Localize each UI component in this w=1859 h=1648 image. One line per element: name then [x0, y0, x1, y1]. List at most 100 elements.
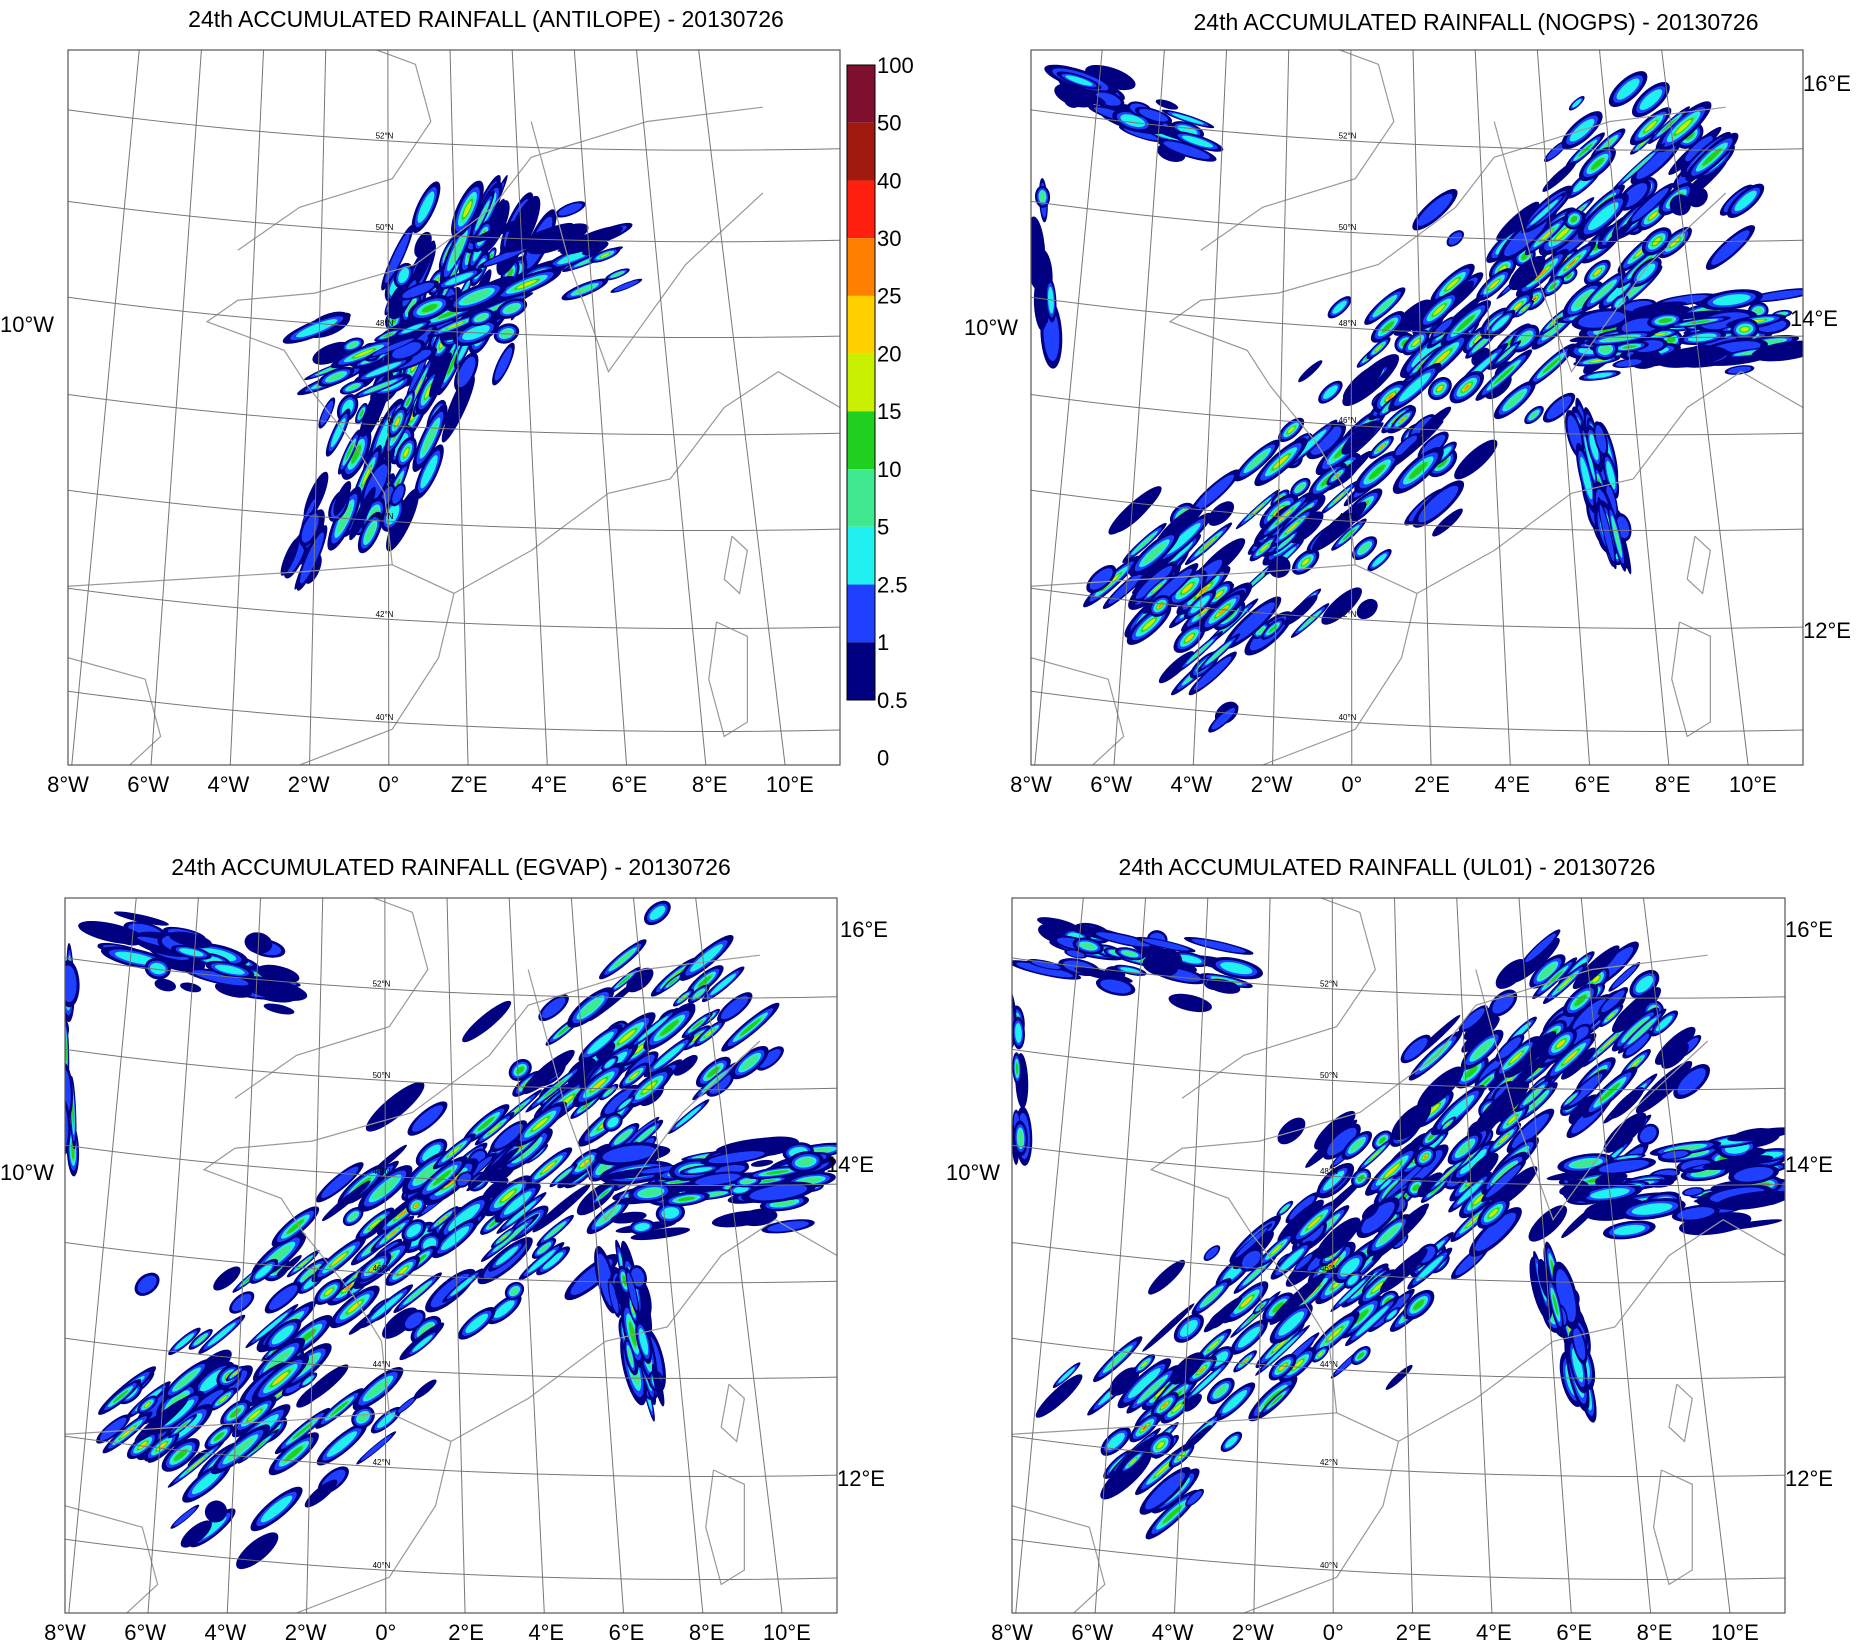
rain-cell — [1626, 155, 1652, 179]
coastline — [1686, 535, 1712, 595]
rain-cell — [1412, 339, 1420, 347]
rain-cell — [1432, 508, 1463, 537]
rain-cell — [1409, 462, 1428, 479]
rain-cell — [1751, 340, 1803, 362]
rain-cell — [422, 1144, 441, 1162]
rain-cell — [320, 400, 334, 426]
rain-cell — [1315, 1217, 1361, 1260]
rain-cell — [1386, 1158, 1429, 1199]
rain-cell — [284, 1446, 303, 1462]
rain-cell — [1135, 565, 1173, 599]
rainfall-field — [280, 174, 643, 591]
rain-cell — [1570, 215, 1578, 223]
parallel — [65, 957, 837, 999]
panel-title: 24th ACCUMULATED RAINFALL (ANTILOPE) - 2… — [188, 6, 784, 32]
lon-label: 6°E — [1575, 772, 1611, 797]
rain-cell — [412, 1105, 443, 1132]
coastline — [68, 106, 763, 587]
rain-cell — [179, 948, 204, 957]
rain-cell — [113, 911, 169, 926]
rain-cell — [510, 1287, 519, 1296]
rain-cell — [596, 1042, 616, 1060]
rain-cell — [1587, 372, 1613, 379]
rain-cell — [1309, 1217, 1320, 1228]
rain-cell — [1411, 417, 1433, 437]
rain-cell — [406, 299, 416, 315]
coastline — [530, 121, 764, 374]
rain-cell — [698, 975, 712, 987]
parallel — [1021, 0, 1813, 6]
rain-cell — [1625, 1033, 1650, 1056]
rain-cell — [1734, 190, 1757, 212]
rain-cell — [1295, 483, 1305, 492]
rain-cell — [1162, 1403, 1168, 1408]
rain-cell — [1616, 359, 1642, 367]
rain-cell — [710, 973, 737, 996]
rain-cell — [1711, 230, 1750, 265]
rain-cell — [604, 1058, 615, 1068]
rain-cell — [592, 1079, 605, 1090]
meridian — [1536, 50, 1591, 765]
rain-cell — [1670, 238, 1680, 247]
rain-cell — [463, 201, 472, 218]
rain-cell — [613, 280, 639, 292]
lon-label: 0° — [375, 1620, 396, 1645]
rain-cell — [1555, 227, 1570, 240]
lon-label: 8°W — [1010, 772, 1052, 797]
rain-cell — [457, 1173, 472, 1186]
rain-cell — [1611, 965, 1637, 989]
rain-cell — [797, 1157, 815, 1167]
lon-label: 8°W — [47, 772, 89, 797]
coastline — [65, 1505, 159, 1613]
rain-cell — [1142, 1425, 1147, 1430]
rain-cell — [1301, 558, 1310, 566]
map-area: 52°N50°N48°N46°N44°N42°N40°N — [68, 50, 840, 765]
rain-cell — [1142, 1303, 1195, 1352]
rain-cell — [609, 1282, 619, 1314]
rain-cell — [661, 1207, 680, 1219]
rain-cell — [298, 1259, 308, 1268]
rain-cell — [634, 1222, 650, 1232]
rain-cell — [402, 282, 435, 299]
rain-cell — [1390, 420, 1444, 469]
rain-cell — [191, 1349, 232, 1385]
rain-cell — [398, 1209, 407, 1218]
rain-cell — [1166, 522, 1201, 555]
rain-cell — [204, 1500, 228, 1523]
rain-cell — [628, 1321, 637, 1347]
rain-cell — [365, 362, 402, 378]
rain-cell — [1327, 1127, 1357, 1156]
rain-cell — [192, 970, 249, 986]
rain-cell — [615, 1130, 631, 1144]
rain-cell — [1448, 232, 1462, 245]
side-label: 12°E — [837, 1466, 885, 1491]
rain-cell — [1612, 520, 1622, 554]
rainfall-field — [65, 900, 837, 1570]
lon-label: 4°E — [1494, 772, 1530, 797]
rain-cell — [1541, 230, 1552, 240]
rain-cell — [1630, 1020, 1654, 1042]
rain-cell — [1493, 1163, 1516, 1184]
rain-cell — [1606, 485, 1617, 516]
rain-cell — [449, 234, 466, 267]
rain-cell — [542, 1252, 564, 1270]
map-panel: 52°N50°N48°N46°N44°N42°N40°N 24th ACCUMUL… — [0, 6, 841, 797]
coastline — [1671, 621, 1711, 738]
rain-cell — [1712, 294, 1751, 306]
rain-cell — [1601, 990, 1625, 1013]
lat-label: 44°N — [1339, 512, 1357, 521]
rain-cell — [693, 989, 704, 999]
rain-cell — [1404, 1037, 1428, 1061]
lon-label: 4°W — [205, 1620, 247, 1645]
panel-title: 24th ACCUMULATED RAINFALL (EGVAP) - 2013… — [171, 854, 730, 880]
rain-cell — [1392, 299, 1433, 336]
rain-cell — [1187, 1490, 1202, 1505]
rain-cell — [1462, 1008, 1485, 1030]
rain-cell — [1666, 337, 1676, 343]
rain-cell — [99, 1417, 127, 1441]
rain-cell — [716, 1137, 789, 1155]
rain-cell — [580, 1160, 589, 1167]
rain-cell — [1514, 303, 1522, 310]
meridian — [695, 898, 783, 1613]
